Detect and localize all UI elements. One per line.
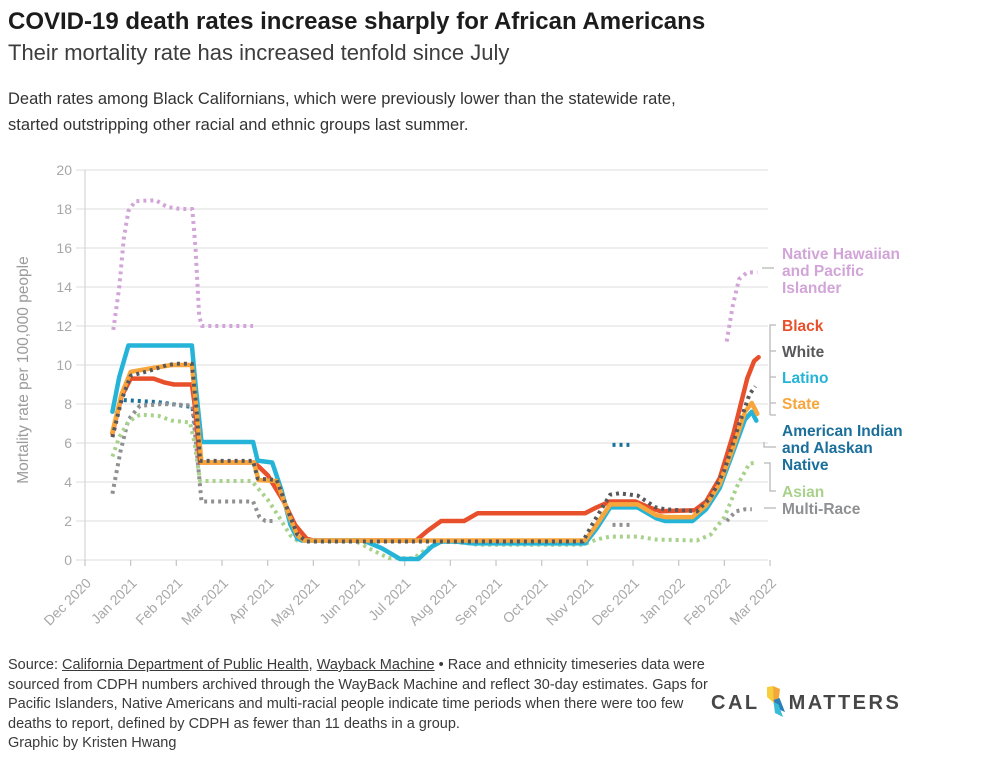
xtick-label-12: Dec 2021 [588, 575, 642, 629]
ytick-label-14: 14 [56, 279, 72, 295]
source-line-1: Source: California Department of Public … [8, 656, 708, 676]
legend-connector-3 [764, 462, 776, 492]
legend-label-white: White [782, 344, 825, 361]
xtick-label-5: May 2021 [268, 575, 323, 630]
series-line-nhpi-1 [724, 270, 758, 342]
cdph-link[interactable]: California Department of Public Health [62, 657, 309, 673]
xtick-label-0: Dec 2020 [40, 575, 94, 629]
logo-text-matters: MATTERS [788, 691, 902, 714]
ytick-label-4: 4 [64, 474, 72, 490]
source-separator: , [308, 657, 317, 673]
series-line-multirace-2 [725, 507, 752, 523]
ytick-label-16: 16 [56, 240, 72, 256]
xtick-label-11: Nov 2021 [543, 575, 597, 629]
legend-label-latino: Latino [782, 370, 829, 387]
series-line-black-0 [110, 354, 761, 543]
xtick-label-6: Jun 2021 [316, 575, 368, 627]
ytick-label-12: 12 [56, 318, 72, 334]
ytick-label-20: 20 [56, 162, 72, 178]
legend-label-state: State [782, 396, 820, 413]
calmatters-mark-icon [764, 686, 785, 724]
ytick-label-8: 8 [64, 396, 72, 412]
series-line-state-0 [110, 362, 760, 543]
chart-description: Death rates among Black Californians, wh… [8, 86, 676, 138]
series-line-multirace-0 [110, 402, 275, 523]
y-axis-title: Mortality rate per 100,000 people [15, 256, 32, 483]
calmatters-logo: CAL MATTERS [711, 684, 901, 722]
graphic-credit: Graphic by Kristen Hwang [8, 735, 177, 751]
legend-connector-1 [769, 324, 776, 416]
xtick-label-2: Feb 2021 [132, 575, 185, 628]
series-line-amindian-0 [123, 398, 199, 434]
ytick-label-18: 18 [56, 201, 72, 217]
source-line-2: sourced from CDPH numbers archived throu… [8, 676, 708, 693]
legend-connector-2 [763, 442, 776, 448]
series-line-nhpi-0 [111, 198, 254, 331]
ytick-label-10: 10 [56, 357, 72, 373]
series-line-white-0 [110, 361, 758, 544]
ytick-label-2: 2 [64, 513, 72, 529]
description-line-1: Death rates among Black Californians, wh… [8, 90, 676, 108]
page-title: COVID-19 death rates increase sharply fo… [8, 8, 706, 35]
description-line-2: started outstripping other racial and et… [8, 116, 469, 134]
page-subtitle: Their mortality rate has increased tenfo… [8, 40, 510, 65]
legend-label-nhpi: Native Hawaiian and Pacific Islander [782, 246, 901, 297]
series-line-asian-0 [110, 412, 758, 561]
source-prefix: Source: [8, 657, 62, 673]
xtick-label-9: Sep 2021 [451, 575, 505, 629]
series-line-latino-0 [110, 343, 759, 562]
xtick-label-1: Jan 2021 [88, 575, 140, 627]
xtick-label-3: Mar 2021 [178, 575, 231, 628]
source-line-4: deaths to report, defined by CDPH as few… [8, 715, 460, 732]
legend-label-asian: Asian [782, 484, 825, 501]
mortality-line-chart: 0 2 4 6 8 10 12 14 16 18 20 Dec 2020 Jan 2021 Feb 202… [0, 160, 994, 660]
xtick-label-8: Aug 2021 [406, 575, 460, 629]
logo-text-cal: CAL [711, 691, 760, 714]
source-line-1-rest: • Race and ethnicity timeseries data wer… [434, 657, 705, 673]
legend-label-amindian: American Indian and Alaskan Native [782, 423, 903, 474]
xtick-label-14: Feb 2022 [680, 575, 733, 628]
wayback-link[interactable]: Wayback Machine [316, 657, 435, 673]
ytick-label-6: 6 [64, 435, 72, 451]
xtick-label-15: Mar 2022 [726, 575, 779, 628]
source-note: Source: California Department of Public … [8, 656, 708, 754]
legend-label-multirace: Multi-Race [782, 501, 861, 518]
legend-label-black: Black [782, 318, 824, 335]
source-line-3: Pacific Islanders, Native Americans and … [8, 696, 684, 712]
xtick-label-13: Jan 2022 [636, 575, 688, 627]
ytick-label-0: 0 [64, 552, 72, 568]
